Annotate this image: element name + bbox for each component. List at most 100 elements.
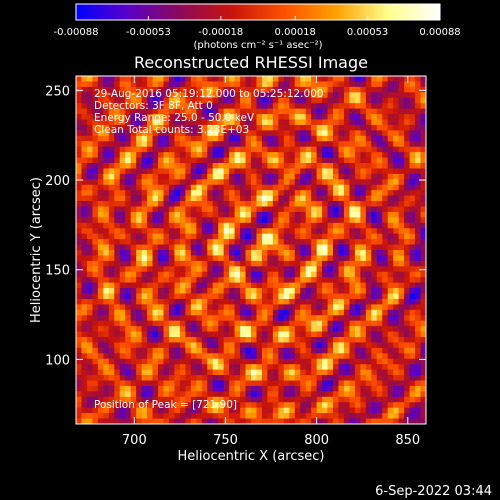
heatmap-pixel (365, 315, 372, 321)
heatmap-pixel (185, 173, 192, 180)
heatmap-pixel (327, 315, 334, 321)
heatmap-pixel (130, 92, 137, 99)
heatmap-pixel (316, 255, 323, 262)
heatmap-pixel (365, 337, 372, 343)
heatmap-pixel (76, 76, 82, 82)
heatmap-pixel (201, 326, 208, 332)
heatmap-pixel (327, 407, 334, 414)
heatmap-pixel (365, 385, 372, 392)
heatmap-pixel (311, 353, 317, 360)
heatmap-pixel (365, 108, 372, 115)
heatmap-pixel (398, 418, 405, 424)
heatmap-pixel (300, 173, 306, 180)
heatmap-pixel (223, 380, 230, 387)
heatmap-pixel (240, 217, 246, 224)
heatmap-pixel (393, 369, 399, 376)
heatmap-pixel (404, 271, 410, 278)
heatmap-pixel (382, 222, 389, 229)
heatmap-pixel (404, 277, 410, 283)
heatmap-pixel (343, 260, 350, 267)
heatmap-pixel (251, 315, 257, 321)
heatmap-pixel (311, 337, 317, 343)
heatmap-pixel (92, 369, 99, 376)
heatmap-pixel (207, 342, 214, 349)
heatmap-pixel (349, 135, 356, 142)
heatmap-pixel (108, 380, 115, 387)
heatmap-pixel (174, 211, 181, 218)
heatmap-pixel (223, 347, 230, 354)
heatmap-pixel (136, 130, 142, 137)
heatmap-pixel (322, 320, 328, 327)
heatmap-pixel (196, 277, 203, 283)
heatmap-pixel (409, 385, 416, 392)
heatmap-pixel (316, 407, 323, 414)
heatmap-pixel (322, 184, 328, 191)
heatmap-pixel (382, 358, 389, 365)
heatmap-pixel (234, 385, 241, 392)
heatmap-pixel (163, 141, 170, 147)
heatmap-pixel (305, 228, 312, 234)
heatmap-pixel (376, 309, 383, 316)
heatmap-pixel (103, 326, 110, 332)
heatmap-pixel (119, 337, 126, 343)
heatmap-pixel (305, 266, 312, 273)
heatmap-pixel (261, 195, 268, 202)
heatmap-pixel (294, 152, 301, 158)
heatmap-pixel (92, 141, 99, 147)
heatmap-pixel (404, 222, 410, 229)
heatmap-pixel (108, 337, 115, 343)
heatmap-pixel (245, 260, 252, 267)
heatmap-pixel (415, 152, 421, 158)
heatmap-pixel (420, 92, 426, 99)
heatmap-pixel (240, 304, 246, 311)
heatmap-pixel (103, 103, 110, 109)
heatmap-pixel (409, 233, 416, 240)
heatmap-pixel (174, 81, 181, 88)
heatmap-pixel (409, 418, 416, 424)
heatmap-pixel (311, 326, 317, 332)
heatmap-pixel (251, 309, 257, 316)
heatmap-pixel (141, 260, 148, 267)
heatmap-pixel (305, 342, 312, 349)
heatmap-pixel (218, 244, 224, 251)
heatmap-pixel (185, 168, 192, 175)
heatmap-pixel (185, 293, 192, 300)
heatmap-pixel (185, 298, 192, 305)
heatmap-pixel (76, 309, 82, 316)
heatmap-pixel (278, 331, 285, 338)
heatmap-pixel (283, 266, 290, 273)
heatmap-pixel (333, 375, 339, 381)
heatmap-pixel (360, 347, 367, 354)
heatmap-pixel (218, 135, 224, 142)
heatmap-pixel (147, 337, 153, 343)
heatmap-pixel (92, 353, 99, 360)
heatmap-pixel (360, 342, 367, 349)
heatmap-pixel (245, 190, 252, 196)
heatmap-pixel (371, 184, 378, 191)
heatmap-pixel (278, 315, 285, 321)
heatmap-pixel (349, 250, 356, 256)
heatmap-pixel (234, 282, 241, 289)
heatmap-pixel (163, 358, 170, 365)
heatmap-pixel (300, 211, 306, 218)
heatmap-pixel (322, 195, 328, 202)
heatmap-pixel (234, 206, 241, 213)
heatmap-pixel (338, 233, 345, 240)
heatmap-pixel (119, 402, 126, 408)
heatmap-pixel (234, 369, 241, 376)
heatmap-pixel (86, 347, 93, 354)
heatmap-pixel (398, 375, 405, 381)
heatmap-pixel (114, 233, 121, 240)
heatmap-pixel (365, 358, 372, 365)
heatmap-pixel (196, 326, 203, 332)
heatmap-pixel (305, 271, 312, 278)
heatmap-pixel (174, 331, 181, 338)
heatmap-pixel (240, 152, 246, 158)
heatmap-pixel (240, 391, 246, 398)
heatmap-pixel (76, 228, 82, 234)
heatmap-pixel (409, 380, 416, 387)
heatmap-pixel (256, 211, 263, 218)
heatmap-pixel (354, 255, 361, 262)
heatmap-pixel (174, 277, 181, 283)
